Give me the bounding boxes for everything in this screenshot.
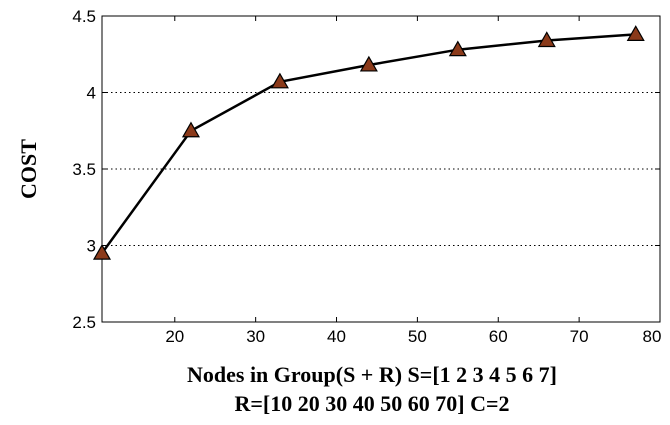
y-tick-label: 4 [87,84,96,103]
data-point-marker [537,31,556,48]
x-axis-label-line1: Nodes in Group(S + R) S=[1 2 3 4 5 6 7] [187,362,557,387]
series-markers [92,25,645,260]
y-tick-label: 3.5 [72,160,96,179]
data-point-marker [359,55,378,72]
data-point-marker [92,243,112,260]
y-tick-label: 3 [87,237,96,256]
y-tick-label: 4.5 [72,7,96,26]
data-point-marker [270,72,289,89]
data-point-marker [448,40,467,57]
x-axis-ticks: 20 30 40 50 60 70 80 [165,16,661,346]
x-tick-label: 60 [489,327,508,346]
x-tick-label: 30 [246,327,265,346]
x-tick-label: 80 [643,327,662,346]
data-point-marker [181,121,200,138]
y-axis-ticks: 2.5 3 3.5 4 4.5 [72,7,660,332]
x-tick-label: 50 [408,327,427,346]
y-tick-label: 2.5 [72,313,96,332]
x-tick-label: 70 [570,327,589,346]
x-tick-label: 20 [165,327,184,346]
grid-lines [102,92,660,246]
x-axis-label-line2: R=[10 20 30 40 50 60 70] C=2 [235,391,510,416]
x-tick-label: 40 [327,327,346,346]
y-axis-label: COST [16,139,41,199]
data-point-marker [626,25,645,41]
